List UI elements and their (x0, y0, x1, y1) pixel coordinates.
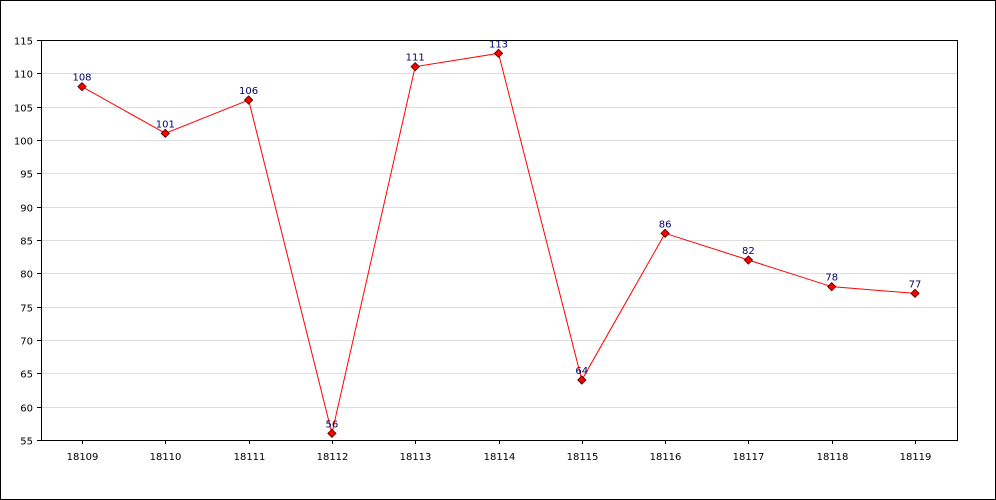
x-tick-label: 18113 (400, 452, 432, 463)
data-point (660, 228, 670, 239)
y-tick-label: 95 (20, 170, 33, 181)
series: 108 101 106 56 111 113 64 86 82 78 77 (72, 39, 922, 439)
y-tick-label: 70 (20, 337, 33, 348)
data-label: 113 (489, 39, 508, 50)
data-point (910, 288, 920, 299)
y-tick-label: 85 (20, 237, 33, 248)
x-tick-label: 18110 (150, 452, 182, 463)
y-tick-label: 115 (14, 37, 33, 48)
x-tick-label: 18119 (900, 452, 932, 463)
y-tick-label: 100 (14, 137, 33, 148)
gridlines (41, 73, 957, 408)
y-tick-label: 110 (14, 70, 33, 81)
x-tick-label: 18115 (567, 452, 599, 463)
data-point (577, 375, 587, 385)
data-point (327, 428, 337, 439)
y-tick-label: 55 (20, 437, 33, 448)
y-tick-label: 90 (20, 204, 33, 215)
data-label: 86 (659, 219, 672, 230)
x-tick-label: 18109 (67, 452, 99, 463)
data-label: 101 (156, 119, 175, 130)
data-label: 77 (909, 279, 922, 290)
data-point (410, 61, 420, 72)
data-label: 111 (406, 53, 425, 64)
y-tick-label: 60 (20, 404, 33, 415)
x-tick-label: 18114 (484, 452, 516, 463)
data-point (826, 281, 837, 292)
data-label: 82 (742, 246, 755, 257)
y-tick-label: 75 (20, 304, 33, 315)
data-point (160, 128, 171, 139)
data-point (77, 81, 87, 92)
y-tick-label: 65 (20, 370, 33, 381)
y-tick-label: 105 (14, 104, 33, 115)
data-label: 64 (575, 366, 588, 377)
x-tick-label: 18116 (650, 452, 682, 463)
data-point (243, 95, 254, 105)
y-tick-label: 80 (20, 270, 33, 281)
x-tick-label: 18112 (317, 452, 349, 463)
data-label: 56 (326, 419, 339, 430)
data-label: 106 (239, 86, 258, 97)
x-tick-label: 18117 (733, 452, 765, 463)
x-tick-label: 18111 (234, 452, 266, 463)
data-label: 78 (825, 273, 838, 284)
x-axis: 18109 18110 18111 18112 18113 18114 18115 18116… (67, 440, 932, 463)
data-point (493, 48, 504, 59)
x-tick-label: 18118 (817, 452, 849, 463)
y-axis: 55 60 65 70 75 80 85 90 95 100 105 110 115 (14, 37, 41, 448)
data-label: 108 (72, 73, 91, 84)
data-point (743, 255, 754, 265)
